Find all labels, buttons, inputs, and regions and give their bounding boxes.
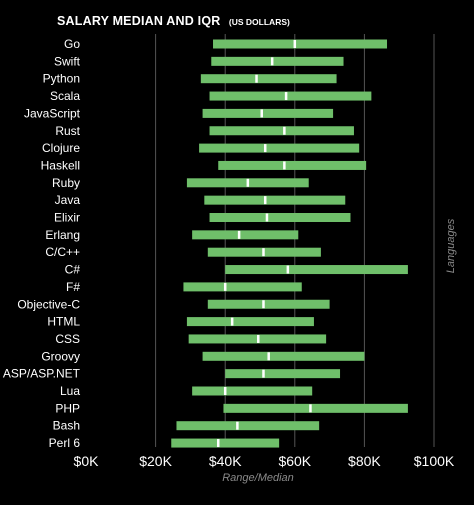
median-marker (257, 334, 260, 343)
category-label: F# (66, 280, 80, 294)
category-label: Ruby (52, 176, 80, 190)
chart-title: SALARY MEDIAN AND IQR (US DOLLARS) (57, 12, 290, 29)
chart-title-main: SALARY MEDIAN AND IQR (57, 14, 220, 28)
iqr-bar (218, 160, 367, 170)
iqr-bar (223, 403, 408, 413)
iqr-bar (202, 351, 365, 361)
iqr-bar (199, 143, 360, 153)
x-axis-title: Range/Median (222, 472, 294, 484)
iqr-bar (225, 265, 408, 275)
category-label: Swift (54, 54, 81, 68)
median-marker (263, 144, 267, 153)
iqr-bar (176, 421, 320, 431)
median-marker (236, 421, 239, 430)
x-tick-labels: $0K $20K $40K $60K $80K $100K (74, 453, 455, 469)
iqr-bar (183, 282, 302, 292)
median-marker (230, 317, 234, 326)
iqr-bar (192, 230, 299, 240)
chart-title-unit: (US DOLLARS) (229, 17, 290, 27)
x-tick-label: $20K (139, 453, 172, 469)
iqr-bar (213, 39, 388, 49)
median-marker (263, 196, 267, 205)
category-label: Python (43, 72, 80, 86)
category-label: JavaScript (24, 106, 81, 120)
category-label: ASP/ASP.NET (3, 367, 81, 381)
grid-lines (155, 34, 435, 447)
category-label: Objective-C (17, 297, 80, 311)
median-marker (223, 387, 227, 395)
iqr-bar (209, 91, 372, 101)
median-marker (237, 230, 241, 239)
iqr-bars (171, 39, 408, 448)
median-marker (262, 369, 265, 378)
category-label: Groovy (41, 349, 80, 363)
category-label: Java (55, 193, 81, 207)
iqr-bar (209, 126, 354, 136)
median-marker (293, 40, 297, 48)
x-tick-label: $0K (74, 453, 100, 469)
category-label: PHP (55, 401, 80, 415)
iqr-bar (186, 317, 314, 327)
median-marker (216, 439, 220, 448)
median-marker (284, 92, 288, 101)
category-label: C# (65, 263, 81, 277)
category-label: Erlang (45, 228, 80, 242)
category-label: C/C++ (45, 245, 80, 259)
category-label: Bash (53, 419, 80, 433)
iqr-bar (207, 299, 330, 309)
category-label: Perl 6 (49, 436, 81, 450)
iqr-bar (204, 195, 346, 205)
median-marker (283, 126, 286, 135)
iqr-bar (192, 386, 313, 396)
iqr-bar (202, 108, 334, 118)
category-label: Haskell (41, 158, 80, 172)
category-label: Rust (55, 124, 80, 138)
category-label: Clojure (42, 141, 80, 155)
median-marker (267, 352, 270, 361)
x-tick-label: $60K (278, 453, 311, 469)
median-marker (309, 404, 312, 413)
y-axis-title: Languages (445, 218, 457, 273)
median-marker (262, 248, 265, 257)
iqr-bar (211, 56, 344, 66)
iqr-bar (171, 438, 280, 448)
category-label: Elixir (54, 211, 80, 225)
median-marker (260, 109, 263, 118)
median-marker (262, 300, 265, 309)
median-marker (283, 161, 286, 170)
x-tick-label: $80K (348, 453, 381, 469)
category-label: CSS (55, 332, 80, 346)
category-label: Go (64, 37, 80, 51)
iqr-bar (225, 369, 341, 379)
median-marker (265, 213, 269, 222)
category-labels: Go Swift Python Scala JavaScript Rust Clojure H… (3, 37, 81, 450)
median-marker (246, 178, 250, 187)
x-tick-label: $40K (209, 453, 242, 469)
median-marker (286, 265, 290, 274)
median-marker (270, 57, 274, 66)
median-marker (223, 282, 227, 291)
category-label: Scala (50, 89, 80, 103)
category-label: Lua (60, 384, 80, 398)
iqr-bar (209, 213, 351, 222)
iqr-bar (200, 74, 337, 84)
x-tick-label: $100K (414, 453, 455, 469)
category-label: HTML (47, 315, 80, 329)
median-marker (255, 74, 258, 83)
